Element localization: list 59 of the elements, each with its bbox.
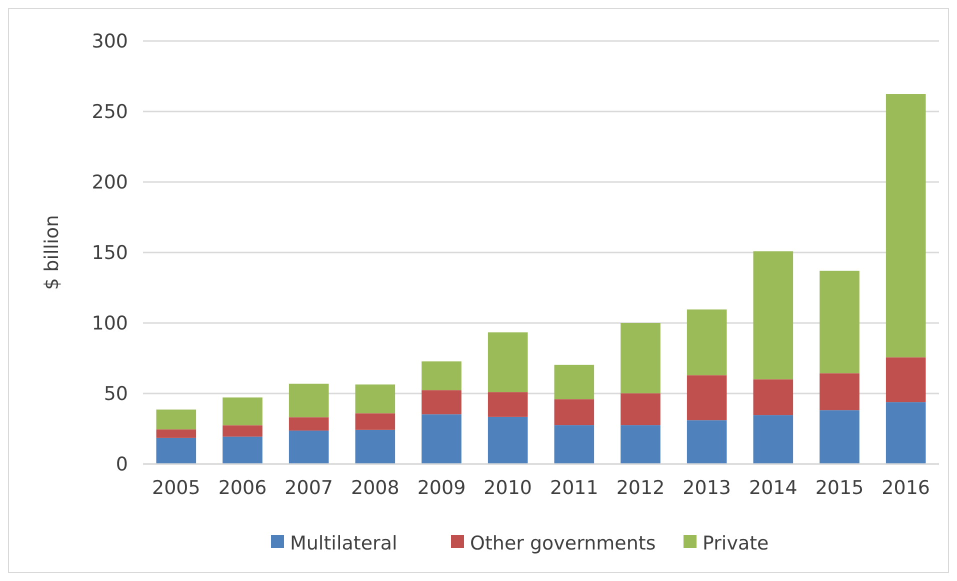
bar <box>288 384 329 418</box>
x-tick-label: 2011 <box>550 477 598 499</box>
x-tick-label: 2008 <box>350 477 400 499</box>
y-tick-label: 200 <box>92 172 128 194</box>
x-tick-label: 2006 <box>218 477 267 499</box>
legend-label: Private <box>702 532 769 555</box>
x-tick-label: 2015 <box>815 477 864 499</box>
bar <box>554 364 594 400</box>
bar <box>355 413 396 430</box>
bar <box>886 94 926 358</box>
bar <box>156 438 196 464</box>
y-tick-label: 250 <box>92 101 128 124</box>
bar <box>355 384 396 414</box>
bar <box>422 361 462 390</box>
bar <box>886 402 926 464</box>
y-tick-label: 300 <box>92 30 128 53</box>
bar <box>222 436 262 464</box>
x-tick-label: 2009 <box>417 477 466 499</box>
bar <box>753 415 794 464</box>
x-tick-label: 2013 <box>682 477 732 499</box>
bar <box>222 425 262 437</box>
bar <box>288 417 329 431</box>
bar <box>488 332 528 392</box>
bar <box>620 323 660 394</box>
y-tick-label: 150 <box>92 242 128 264</box>
bar <box>686 309 727 376</box>
bar <box>422 414 462 464</box>
x-tick-label: 2016 <box>882 477 930 499</box>
bar <box>686 375 727 420</box>
x-tick-label: 2012 <box>616 477 665 499</box>
bar <box>222 397 262 426</box>
x-tick-label: 2010 <box>484 477 532 499</box>
bar <box>488 392 528 417</box>
bar <box>156 429 196 438</box>
bar <box>488 416 528 464</box>
bar <box>886 357 926 402</box>
bar <box>288 430 329 464</box>
x-tick-label: 2007 <box>284 477 334 499</box>
bar <box>554 425 594 464</box>
x-tick-label: 2005 <box>152 477 200 499</box>
y-tick-label: 0 <box>116 454 128 476</box>
bar <box>156 410 196 430</box>
bar <box>620 393 660 426</box>
bar <box>686 420 727 464</box>
bar <box>620 425 660 464</box>
y-tick-label: 100 <box>92 312 128 335</box>
bar <box>422 390 462 414</box>
bar <box>820 373 860 410</box>
bar <box>355 430 396 464</box>
x-tick-label: 2014 <box>748 477 798 499</box>
legend-label: Other governments <box>470 532 656 555</box>
bar <box>820 410 860 464</box>
y-tick-label: 50 <box>104 383 128 406</box>
y-axis-title: $ billion <box>41 215 63 290</box>
bar <box>753 379 794 416</box>
bar <box>753 251 794 380</box>
legend-label: Multilateral <box>290 532 398 555</box>
bar <box>820 270 860 374</box>
bar <box>554 399 594 426</box>
